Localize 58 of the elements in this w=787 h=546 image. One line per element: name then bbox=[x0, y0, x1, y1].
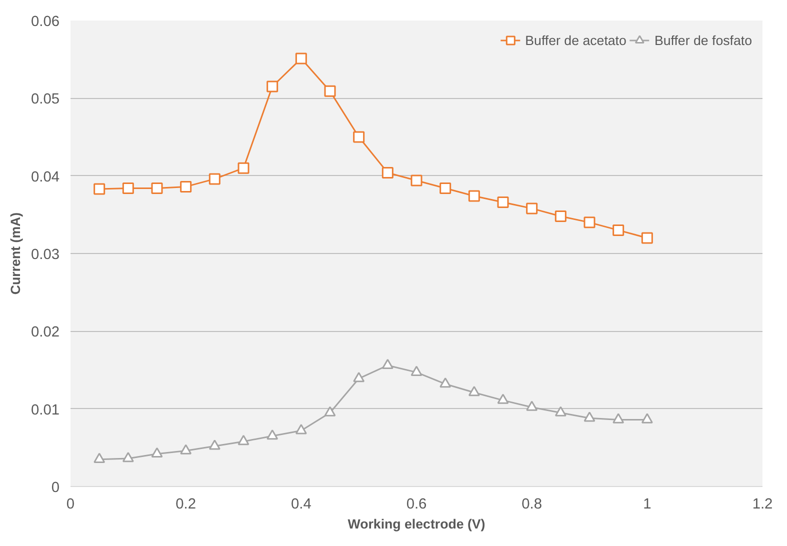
point bbox=[497, 196, 509, 208]
point bbox=[238, 434, 250, 446]
y-tick-label: 0 bbox=[51, 480, 60, 496]
point bbox=[151, 182, 163, 194]
point bbox=[526, 202, 538, 214]
x-tick-label: 1 bbox=[643, 496, 652, 512]
point bbox=[382, 358, 394, 369]
x-axis-title: Working electrode (V) bbox=[348, 516, 486, 532]
point bbox=[180, 444, 192, 454]
point bbox=[151, 447, 163, 458]
x-tick-label: 0.6 bbox=[406, 496, 427, 512]
point bbox=[641, 413, 653, 424]
point bbox=[468, 190, 480, 202]
point bbox=[295, 424, 307, 434]
x-tick-label: 0.4 bbox=[290, 496, 312, 512]
point bbox=[353, 131, 365, 143]
point bbox=[410, 366, 422, 376]
point bbox=[382, 166, 394, 178]
point bbox=[324, 85, 336, 97]
y-tick-label: 0.06 bbox=[30, 14, 60, 30]
x-tick-label: 0 bbox=[66, 496, 75, 512]
point bbox=[410, 174, 422, 186]
y-axis-title: Current (mA) bbox=[8, 212, 23, 295]
y-tick-label: 0.04 bbox=[30, 169, 60, 186]
point bbox=[180, 180, 192, 192]
point bbox=[612, 413, 624, 424]
point bbox=[353, 372, 365, 382]
point bbox=[94, 452, 106, 463]
point bbox=[440, 377, 452, 388]
point bbox=[208, 173, 220, 185]
point bbox=[440, 182, 452, 194]
x-tick-label: 0.8 bbox=[522, 496, 542, 512]
point bbox=[641, 232, 653, 244]
y-tick-label: 0.03 bbox=[30, 247, 60, 263]
point bbox=[324, 406, 336, 416]
point bbox=[94, 183, 106, 195]
y-tick-label: 0.05 bbox=[30, 92, 60, 108]
point bbox=[584, 216, 596, 228]
point bbox=[554, 406, 566, 416]
y-tick-label: 0.01 bbox=[30, 402, 60, 418]
point bbox=[266, 80, 278, 92]
point bbox=[238, 162, 250, 174]
point bbox=[468, 386, 480, 396]
point bbox=[584, 412, 596, 422]
point bbox=[295, 52, 307, 64]
legend-label: Buffer de fosfato bbox=[654, 32, 752, 48]
point bbox=[526, 400, 538, 411]
point bbox=[554, 210, 566, 222]
point bbox=[266, 429, 278, 440]
x-tick-label: 1.2 bbox=[752, 496, 773, 512]
point bbox=[497, 394, 509, 404]
x-tick-label: 0.2 bbox=[176, 496, 196, 512]
y-tick-label: 0.02 bbox=[30, 324, 60, 341]
point bbox=[122, 182, 134, 194]
point bbox=[122, 452, 134, 462]
point bbox=[612, 224, 624, 236]
legend-label: Buffer de acetato bbox=[525, 32, 626, 48]
point bbox=[208, 440, 220, 450]
